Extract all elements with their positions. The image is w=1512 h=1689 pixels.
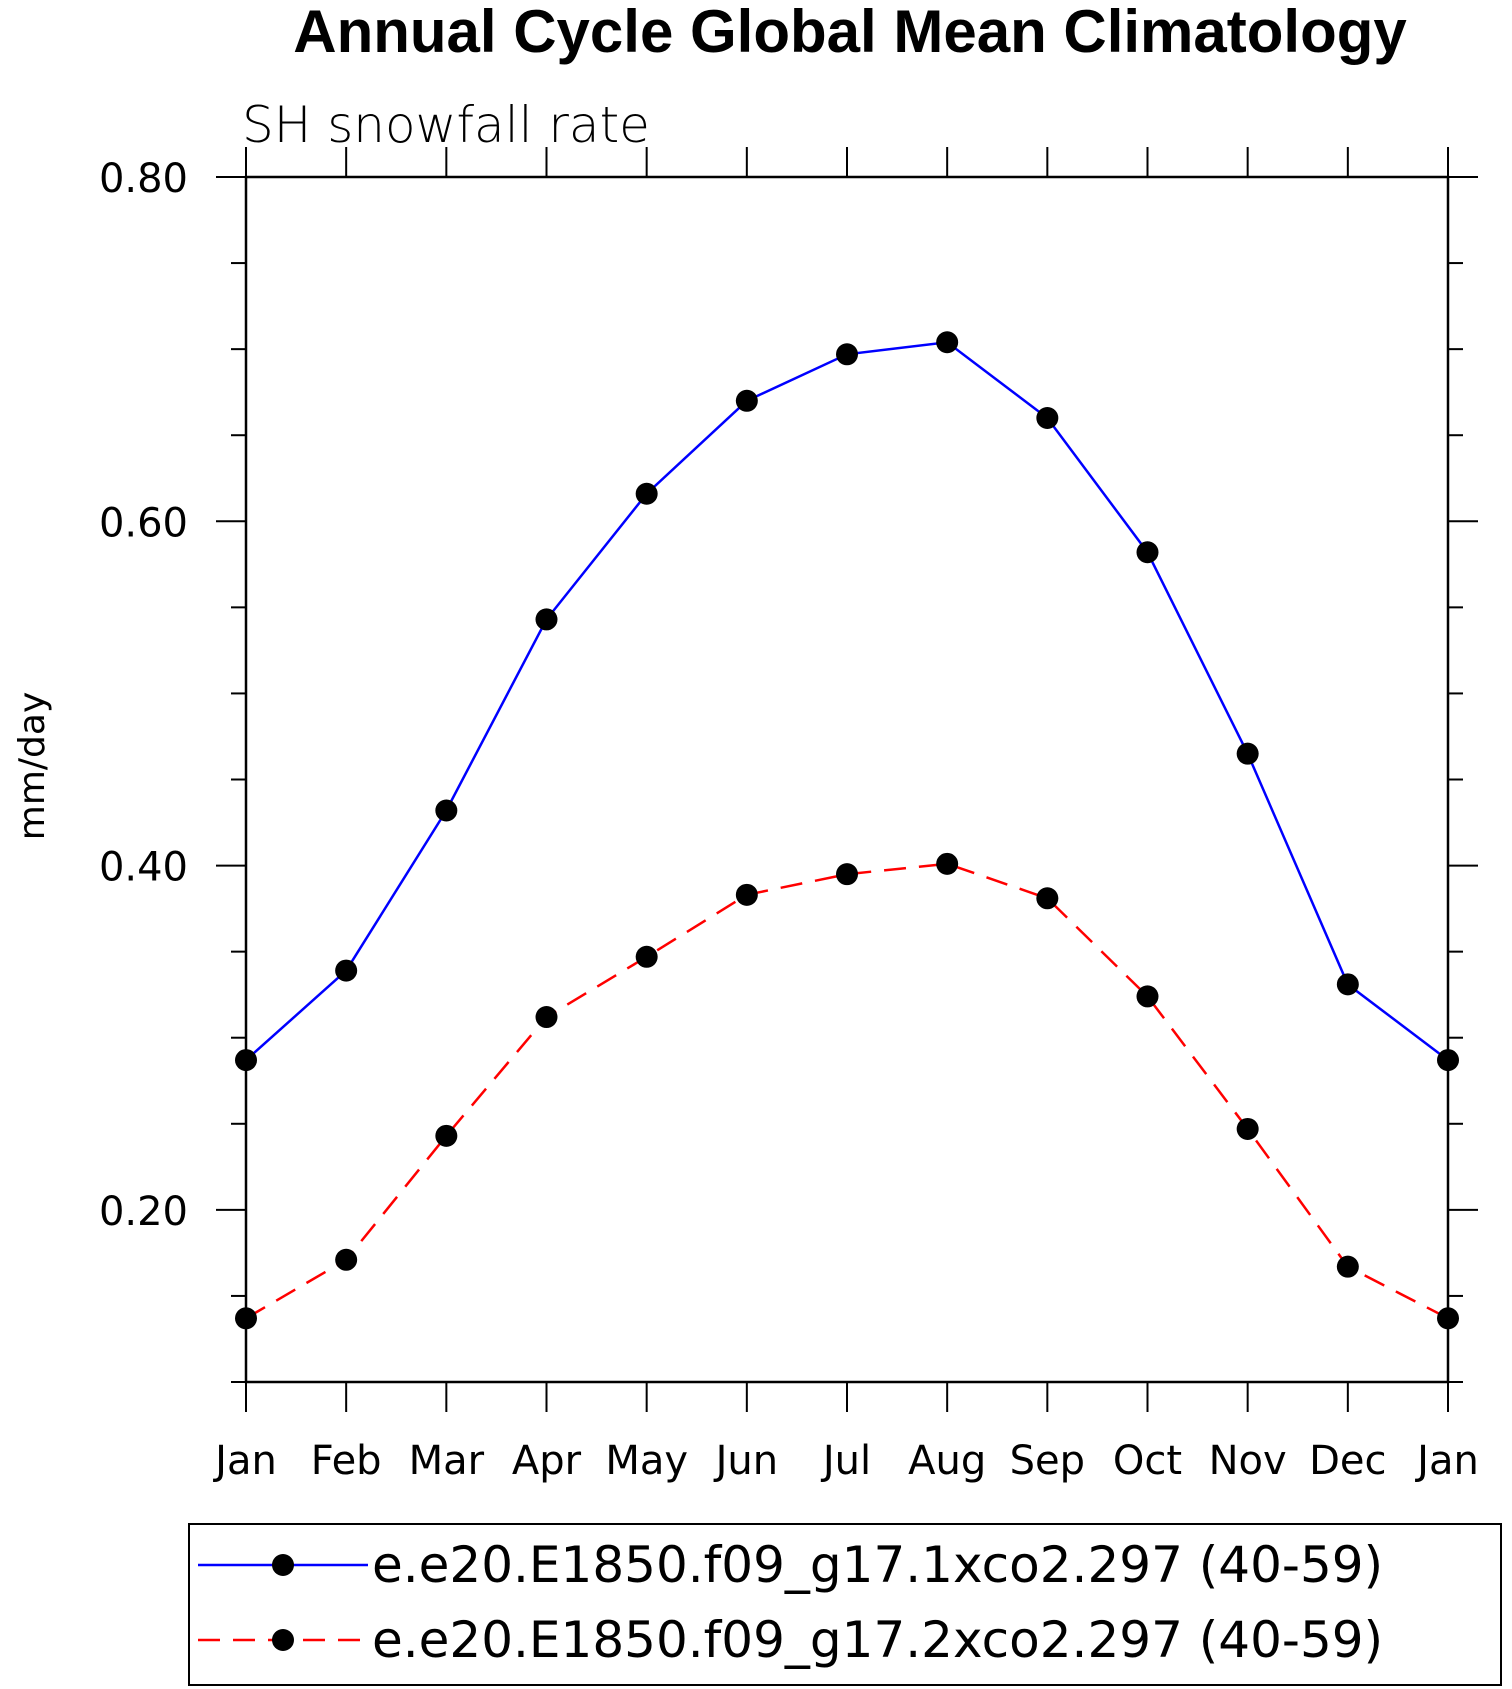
data-point [535,1006,558,1029]
x-tick-label: Jun [713,1438,779,1484]
data-point [535,608,558,631]
data-point [235,1307,257,1330]
x-tick-label: May [605,1438,688,1484]
data-point [235,1049,257,1072]
data-point [936,852,959,875]
data-point [635,945,658,968]
x-tick-label: Feb [311,1438,382,1484]
data-point [1136,541,1159,564]
data-point [1336,1255,1359,1278]
x-tick-label: Jan [1414,1438,1479,1484]
series-2 [235,852,1459,1330]
series-line [245,340,1449,1062]
data-point [936,331,959,354]
legend-marker [272,1629,294,1651]
data-point [1136,985,1159,1008]
x-tick-label: Jul [820,1438,871,1484]
x-tick-label: Jan [212,1438,277,1484]
y-axis-label: mm/day [12,692,53,840]
data-point [836,343,858,366]
x-tick-label: Oct [1113,1438,1182,1484]
y-tick-label: 0.60 [99,500,188,546]
y-tick-label: 0.20 [99,1189,188,1235]
series-line [245,862,1449,1320]
series-1 [235,331,1459,1072]
legend-marker [272,1554,294,1576]
data-point [1236,1117,1259,1140]
data-point [1336,973,1359,996]
data-point [635,482,658,505]
x-tick-label: Nov [1209,1438,1287,1484]
legend: e.e20.E1850.f09_g17.1xco2.297 (40-59) e.e… [198,1536,1383,1669]
x-tick-label: Mar [409,1438,485,1484]
data-point [836,863,858,886]
y-tick-label: 0.80 [99,156,188,202]
data-point [735,883,758,906]
data-point [335,959,358,982]
x-tick-label: Sep [1010,1438,1085,1484]
data-point [1236,742,1259,765]
axis-ticks [216,147,1478,1412]
data-point [435,1124,458,1147]
x-tick-label: Dec [1309,1438,1386,1484]
x-tick-label: Aug [908,1438,986,1484]
legend-box [188,1523,1502,1686]
series-layer [235,331,1459,1330]
data-point [1437,1049,1459,1072]
chart-title: Annual Cycle Global Mean Climatology [293,0,1407,65]
data-point [1036,407,1059,429]
legend-label: e.e20.E1850.f09_g17.1xco2.297 (40-59) [372,1536,1383,1594]
legend-label: e.e20.E1850.f09_g17.2xco2.297 (40-59) [372,1611,1383,1669]
y-tick-label: 0.40 [99,845,188,891]
x-tick-label: Apr [512,1438,582,1484]
chart-subtitle: SH snowfall rate [242,96,650,154]
tick-labels: 0.20 0.40 0.60 0.80 Jan Feb Mar Apr May Jun Jul Aug… [99,156,1479,1484]
data-point [435,799,458,822]
data-point [1036,887,1059,910]
data-point [335,1248,358,1271]
data-point [1437,1307,1459,1330]
data-point [735,389,758,412]
